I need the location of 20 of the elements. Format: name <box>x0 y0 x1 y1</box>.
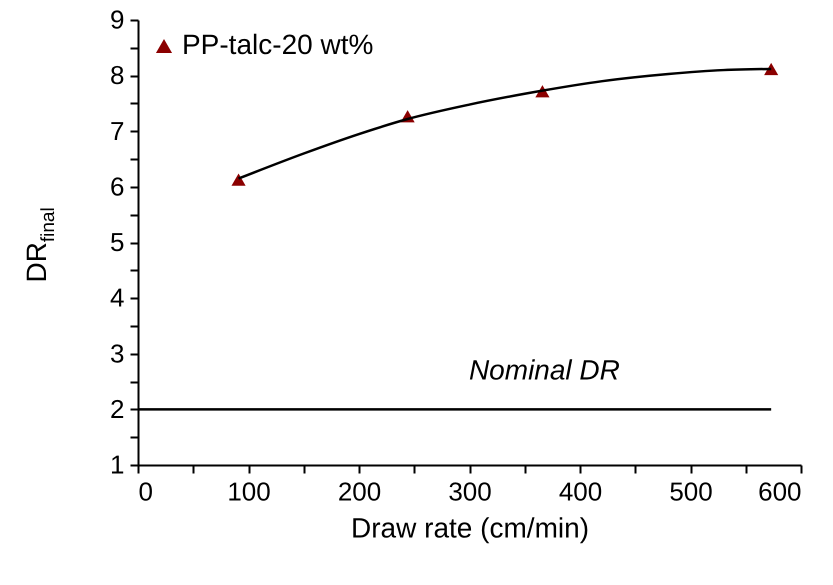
x-tick-label: 300 <box>448 476 492 506</box>
x-tick-label: 500 <box>669 476 713 506</box>
y-tick-label: 4 <box>110 282 124 313</box>
annotation: Nominal DR <box>468 354 620 386</box>
y-tick-label: 9 <box>110 4 124 34</box>
y-axis-title: DRfinal <box>21 207 59 282</box>
y-tick-label: 3 <box>110 338 124 368</box>
x-tick-label: 600 <box>758 476 802 506</box>
x-axis-title: Draw rate (cm/min) <box>350 512 590 544</box>
x-tick-label: 200 <box>338 476 382 506</box>
y-tick-label: 7 <box>110 116 124 146</box>
y-tick-label: 8 <box>110 60 124 90</box>
x-tick-label: 100 <box>227 476 271 506</box>
y-tick-label: 2 <box>110 394 124 424</box>
x-tick-label: 400 <box>558 476 602 506</box>
y-tick-label: 6 <box>110 171 124 202</box>
y-tick-label: 5 <box>110 227 124 257</box>
y-tick-label: 1 <box>110 450 124 480</box>
legend-label: PP-talc-20 wt% <box>182 29 374 60</box>
x-tick-label: 0 <box>138 476 153 506</box>
